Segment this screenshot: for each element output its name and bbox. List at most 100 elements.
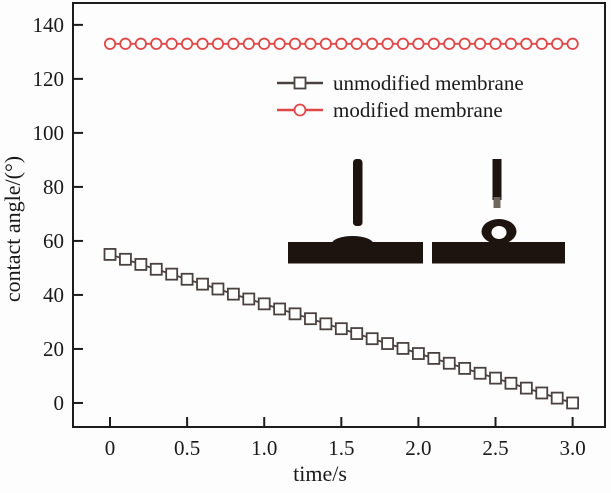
circle-marker-icon [489, 37, 502, 50]
circle-marker-icon [211, 37, 225, 50]
square-marker-icon [165, 267, 179, 281]
circle-marker-icon [273, 37, 286, 50]
x-tick-label: 2.0 [405, 436, 431, 460]
x-tick-label: 0 [105, 436, 116, 460]
circle-marker-icon [227, 37, 240, 50]
square-marker-icon [473, 366, 487, 380]
square-marker-icon [293, 76, 307, 90]
square-marker-icon [257, 297, 271, 311]
circle-marker-icon [350, 37, 363, 50]
square-marker-icon [396, 342, 410, 355]
square-marker-icon [149, 262, 163, 276]
square-marker-icon [412, 347, 425, 360]
circle-marker-icon [458, 37, 471, 50]
circle-marker-icon [520, 37, 533, 50]
circle-marker-icon [566, 37, 579, 50]
series-square [103, 248, 580, 410]
circle-marker-icon [119, 37, 132, 50]
y-axis-title: contact angle/(°) [0, 156, 25, 302]
circle-marker-icon [288, 37, 302, 50]
square-marker-icon [504, 376, 518, 390]
square-marker-icon [365, 332, 379, 346]
square-marker-icon [566, 396, 580, 410]
square-marker-icon [196, 277, 209, 291]
square-marker-icon [489, 371, 502, 385]
y-tick-label: 40 [43, 283, 64, 307]
square-marker-icon [288, 307, 302, 321]
sessile-drop-photo-modified [432, 159, 565, 264]
x-tick-label: 3.0 [559, 436, 585, 460]
square-marker-icon [226, 287, 240, 301]
circle-marker-icon [427, 37, 440, 50]
square-marker-icon [134, 258, 148, 271]
circle-marker-icon [150, 37, 163, 50]
square-marker-icon [381, 337, 394, 350]
square-marker-icon [119, 252, 132, 266]
y-tick-label: 120 [33, 67, 65, 91]
circle-marker-icon [258, 37, 271, 50]
circle-marker-icon [335, 37, 348, 50]
circle-marker-icon [443, 37, 456, 50]
square-marker-icon [427, 352, 441, 365]
square-marker-icon [442, 356, 456, 370]
square-marker-icon [180, 272, 194, 286]
circle-marker-icon [366, 37, 379, 50]
y-tick-label: 100 [33, 121, 65, 145]
circle-marker-icon [196, 37, 209, 50]
square-marker-icon [103, 248, 117, 261]
x-axis-title: time/s [293, 461, 347, 486]
circle-marker-icon [181, 37, 194, 50]
y-tick-label: 60 [43, 229, 64, 253]
x-tick-label: 1.0 [251, 436, 277, 460]
legend-entry-unmodified: unmodified membrane [277, 71, 524, 95]
y-tick-label: 0 [54, 391, 65, 415]
square-marker-icon [242, 292, 256, 306]
x-tick-label: 1.5 [328, 436, 354, 460]
circle-marker-icon [535, 37, 548, 50]
square-marker-icon [458, 361, 472, 375]
circle-marker-icon [473, 37, 487, 50]
x-tick-label: 2.5 [482, 436, 508, 460]
series-circle [103, 37, 579, 50]
plot-frame [72, 2, 606, 428]
square-marker-icon [350, 327, 364, 340]
legend-label: unmodified membrane [333, 71, 524, 95]
circle-marker-icon [293, 103, 307, 117]
circle-marker-icon [381, 37, 394, 50]
circle-marker-icon [319, 37, 332, 50]
square-marker-icon [319, 317, 333, 331]
circle-marker-icon [396, 37, 410, 50]
square-marker-icon [334, 322, 348, 336]
circle-marker-icon [134, 37, 147, 50]
legend: unmodified membrane modified membrane [277, 71, 524, 122]
circle-marker-icon [504, 37, 518, 50]
needle-tip-icon [493, 197, 501, 208]
square-marker-icon [273, 302, 287, 316]
membrane-substrate-bar [288, 242, 423, 264]
circle-marker-icon [412, 37, 425, 50]
legend-entry-modified: modified membrane [277, 98, 503, 122]
dosing-needle-icon [353, 159, 363, 226]
x-tick-label: 0.5 [174, 436, 200, 460]
circle-marker-icon [103, 37, 117, 50]
square-marker-icon [550, 391, 564, 405]
y-tick-label: 80 [43, 175, 64, 199]
dosing-needle-icon [492, 159, 502, 200]
droplet-highlight [491, 226, 507, 239]
square-marker-icon [211, 282, 225, 296]
square-marker-icon [535, 386, 549, 400]
circle-marker-icon [551, 37, 564, 50]
sessile-drop-photo-unmodified [288, 159, 423, 264]
circle-marker-icon [242, 37, 255, 50]
data-series [103, 37, 580, 410]
axis-ticks: 0 0.5 1.0 1.5 2.0 2.5 3.0 0 20 40 60 80 100 120 140 [33, 13, 586, 460]
y-tick-label: 140 [33, 13, 65, 37]
y-tick-label: 20 [43, 337, 64, 361]
square-marker-icon [519, 381, 533, 395]
square-marker-icon [304, 312, 317, 326]
membrane-substrate-bar [432, 242, 565, 264]
circle-marker-icon [304, 37, 317, 50]
legend-label: modified membrane [333, 98, 503, 122]
